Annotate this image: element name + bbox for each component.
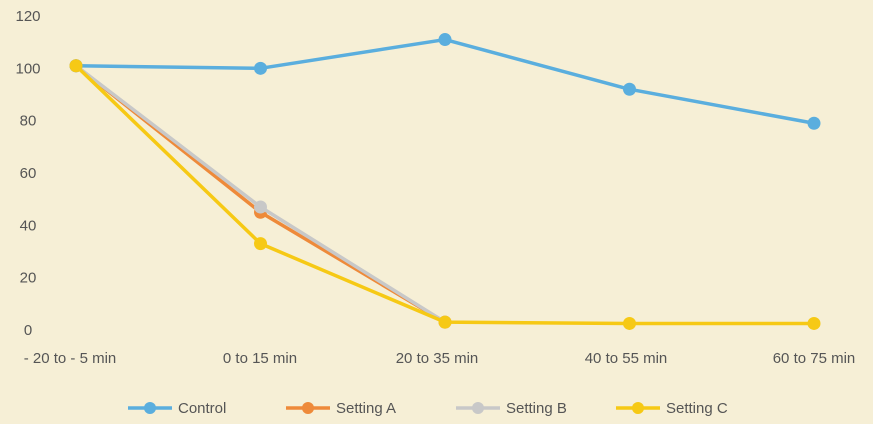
legend-label-setting-b: Setting B (506, 400, 567, 417)
y-tick-label-120: 120 (15, 8, 40, 25)
legend-swatch-marker-setting-c (632, 402, 644, 414)
data-point-control-2 (438, 33, 452, 47)
legend-label-control: Control (178, 400, 226, 417)
data-point-setting-c-3 (623, 316, 636, 330)
series-control (69, 33, 821, 130)
data-point-control-4 (807, 116, 821, 130)
y-tick-label-80: 80 (20, 113, 37, 130)
data-point-setting-c-1 (254, 237, 267, 251)
data-point-control-1 (254, 61, 267, 75)
series-setting-c (69, 59, 821, 330)
data-point-setting-c-0 (69, 59, 83, 73)
legend-item-control: Control (128, 400, 226, 417)
data-point-setting-c-2 (438, 315, 452, 329)
y-axis-labels: 0 20 40 60 80 100 120 (15, 8, 40, 339)
legend-item-setting-c: Setting C (616, 400, 728, 417)
x-tick-label-0-to-15-min: 0 to 15 min (223, 350, 297, 367)
legend-label-setting-c: Setting C (666, 400, 728, 417)
legend-item-setting-a: Setting A (286, 400, 396, 417)
legend-label-setting-a: Setting A (336, 400, 396, 417)
series-line-setting-a (74, 63, 447, 324)
x-tick-label-20-to-35-min: 20 to 35 min (396, 350, 479, 367)
x-axis-labels: - 20 to - 5 min 0 to 15 min 20 to 35 min 40… (24, 350, 856, 367)
legend-item-setting-b: Setting B (456, 400, 567, 417)
data-point-setting-b-1 (254, 200, 267, 214)
legend-swatch-marker-control (144, 402, 156, 414)
series-line-control (74, 37, 816, 126)
legend: Control Setting A Setting B Setting C (128, 400, 728, 417)
series-layer (69, 33, 821, 330)
series-setting-b (69, 59, 452, 329)
y-tick-label-20: 20 (20, 270, 37, 287)
x-tick-label-60-to-75-min: 60 to 75 min (773, 350, 856, 367)
data-point-control-3 (623, 82, 636, 96)
y-tick-label-0: 0 (24, 322, 32, 339)
series-line-setting-b (74, 63, 447, 324)
series-setting-a (69, 59, 452, 329)
x-tick-label-40-to-55-min: 40 to 55 min (585, 350, 668, 367)
y-tick-label-60: 60 (20, 165, 37, 182)
data-point-setting-c-4 (807, 316, 821, 330)
x-tick-label-20-to-5-min: - 20 to - 5 min (24, 350, 117, 367)
y-tick-label-40: 40 (20, 217, 37, 234)
legend-swatch-marker-setting-b (472, 402, 484, 414)
y-tick-label-100: 100 (15, 60, 40, 77)
legend-swatch-marker-setting-a (302, 402, 314, 414)
